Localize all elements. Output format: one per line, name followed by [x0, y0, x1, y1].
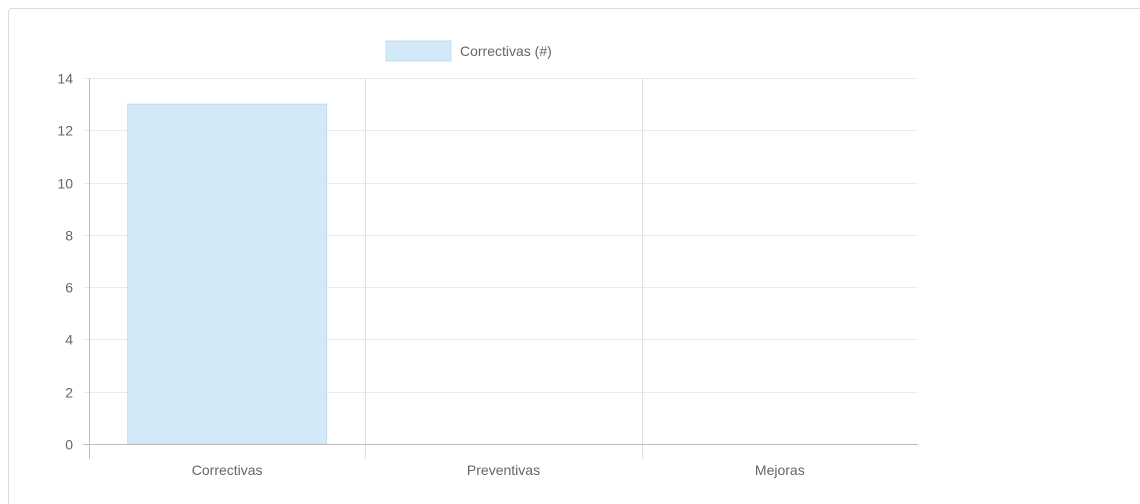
y-tick-label: 4 — [65, 332, 73, 348]
y-tick-label: 10 — [57, 176, 73, 192]
x-tick-label: Mejoras — [755, 462, 805, 478]
y-tick-label: 2 — [65, 385, 73, 401]
x-tick-label: Preventivas — [467, 462, 540, 478]
y-tick-label: 14 — [57, 71, 73, 87]
x-tick-label: Correctivas — [192, 462, 263, 478]
y-tick-label: 0 — [65, 437, 73, 453]
grid — [83, 78, 918, 459]
y-tick-label: 12 — [57, 123, 73, 139]
y-tick-label: 6 — [65, 280, 73, 296]
y-axis-tick-labels: 0 2 4 6 8 10 12 14 — [57, 71, 73, 453]
legend[interactable]: Correctivas (#) — [385, 40, 552, 62]
bar[interactable] — [127, 103, 328, 445]
x-axis-tick-labels: Correctivas Preventivas Mejoras — [192, 462, 805, 478]
y-tick-label: 8 — [65, 228, 73, 244]
axes — [83, 78, 918, 459]
bars — [127, 103, 328, 445]
legend-label[interactable]: Correctivas (#) — [460, 43, 552, 59]
legend-swatch[interactable] — [385, 40, 452, 62]
